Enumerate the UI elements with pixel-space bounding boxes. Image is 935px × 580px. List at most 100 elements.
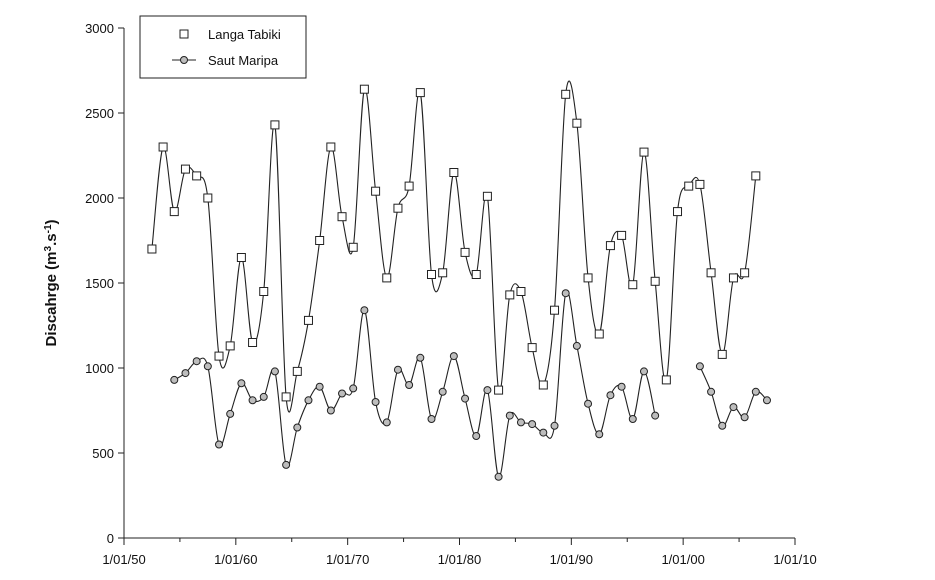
data-point-langa-tabiki: [147, 244, 157, 254]
data-point-saut-maripa: [539, 428, 548, 437]
data-point-langa-tabiki: [583, 273, 593, 283]
data-point-langa-tabiki: [482, 191, 492, 201]
data-point-langa-tabiki: [359, 84, 369, 94]
data-point-saut-maripa: [326, 406, 335, 415]
data-point-langa-tabiki: [594, 329, 604, 339]
data-point-langa-tabiki: [650, 276, 660, 286]
legend-label-langa-tabiki: Langa Tabiki: [208, 27, 281, 42]
data-point-langa-tabiki: [639, 147, 649, 157]
y-tick-label: 2500: [85, 106, 114, 121]
data-point-saut-maripa: [427, 415, 436, 423]
data-point-langa-tabiki: [180, 164, 190, 174]
data-point-langa-tabiki: [382, 273, 392, 283]
data-point-langa-tabiki: [270, 120, 280, 130]
data-point-saut-maripa: [237, 379, 246, 388]
data-point-saut-maripa: [405, 381, 414, 389]
data-point-saut-maripa: [494, 472, 503, 481]
data-point-saut-maripa: [248, 396, 257, 405]
data-point-saut-maripa: [416, 353, 425, 362]
data-point-langa-tabiki: [214, 351, 224, 361]
data-point-langa-tabiki: [751, 171, 761, 181]
data-point-langa-tabiki: [281, 392, 291, 402]
y-tick-label: 1000: [85, 361, 114, 376]
data-point-saut-maripa: [315, 382, 324, 391]
data-point-saut-maripa: [170, 375, 179, 384]
data-point-saut-maripa: [729, 403, 738, 412]
data-point-langa-tabiki: [740, 268, 750, 278]
data-point-langa-tabiki: [371, 186, 381, 196]
y-axis-label: Discahrge (m3.s-1): [43, 219, 61, 346]
data-point-langa-tabiki: [158, 142, 168, 152]
data-point-langa-tabiki: [426, 270, 436, 279]
data-point-langa-tabiki: [728, 273, 738, 283]
data-point-saut-maripa: [259, 392, 268, 401]
data-point-saut-maripa: [349, 384, 358, 393]
legend-box: [139, 15, 307, 79]
data-point-saut-maripa: [192, 357, 201, 366]
data-point-saut-maripa: [226, 409, 235, 418]
x-tick-label: 1/01/60: [214, 552, 257, 567]
axes: 0 500 1000 1500 2000 2500 3000 1/01/50 1/01/60 1/…: [85, 21, 817, 567]
data-point-saut-maripa: [584, 399, 593, 408]
x-tick-label: 1/01/50: [102, 552, 145, 567]
data-point-langa-tabiki: [527, 343, 537, 353]
x-tick-label: 1/01/70: [326, 552, 369, 567]
data-point-langa-tabiki: [315, 236, 325, 245]
y-tick-label: 2000: [85, 191, 114, 206]
data-point-langa-tabiki: [303, 315, 313, 325]
data-point-langa-tabiki: [292, 366, 302, 376]
data-point-langa-tabiki: [169, 207, 179, 217]
data-point-langa-tabiki: [628, 280, 638, 290]
data-point-langa-tabiki: [248, 338, 258, 347]
data-point-langa-tabiki: [348, 242, 358, 252]
data-point-langa-tabiki: [337, 212, 347, 222]
data-point-langa-tabiki: [605, 241, 615, 251]
data-point-saut-maripa: [483, 386, 492, 395]
y-tick-label: 1500: [85, 276, 114, 291]
data-point-saut-maripa: [338, 389, 347, 398]
data-point-saut-maripa: [528, 420, 537, 429]
data-point-langa-tabiki: [684, 181, 694, 191]
data-point-saut-maripa: [561, 289, 570, 298]
legend-label-saut-maripa: Saut Maripa: [208, 53, 279, 68]
data-point-saut-maripa: [751, 387, 760, 396]
data-point-saut-maripa: [606, 391, 615, 400]
data-point-saut-maripa: [382, 418, 391, 427]
data-point-langa-tabiki: [449, 168, 459, 177]
data-point-langa-tabiki: [471, 270, 481, 279]
y-tick-label: 500: [92, 446, 114, 461]
data-point-saut-maripa: [270, 367, 279, 376]
x-tick-label: 1/01/90: [550, 552, 593, 567]
data-point-langa-tabiki: [460, 247, 470, 257]
data-point-saut-maripa: [516, 418, 525, 427]
series-saut-maripa: [170, 289, 771, 481]
data-point-langa-tabiki: [572, 118, 582, 128]
data-point-saut-maripa: [628, 415, 637, 423]
data-point-saut-maripa: [695, 362, 704, 371]
series-layer: [147, 80, 771, 481]
data-point-saut-maripa: [181, 369, 190, 378]
legend-marker-langa-tabiki: [179, 29, 189, 39]
data-point-saut-maripa: [718, 421, 727, 430]
data-point-saut-maripa: [360, 306, 369, 315]
data-point-langa-tabiki: [404, 181, 414, 191]
data-point-langa-tabiki: [236, 253, 246, 262]
data-point-langa-tabiki: [695, 179, 705, 189]
data-point-saut-maripa: [762, 396, 771, 405]
data-point-saut-maripa: [215, 440, 224, 449]
data-point-saut-maripa: [639, 367, 648, 376]
data-point-saut-maripa: [203, 362, 212, 371]
data-point-saut-maripa: [505, 411, 514, 420]
data-point-langa-tabiki: [516, 287, 526, 296]
data-point-saut-maripa: [707, 387, 716, 396]
legend-marker-saut-maripa: [180, 56, 188, 64]
data-point-langa-tabiki: [494, 385, 504, 395]
x-tick-label: 1/01/10: [773, 552, 816, 567]
series-langa-tabiki: [147, 80, 761, 413]
data-point-langa-tabiki: [550, 305, 560, 315]
data-point-langa-tabiki: [225, 341, 235, 351]
data-point-langa-tabiki: [617, 230, 627, 240]
data-point-saut-maripa: [472, 432, 481, 440]
data-point-saut-maripa: [449, 352, 458, 361]
